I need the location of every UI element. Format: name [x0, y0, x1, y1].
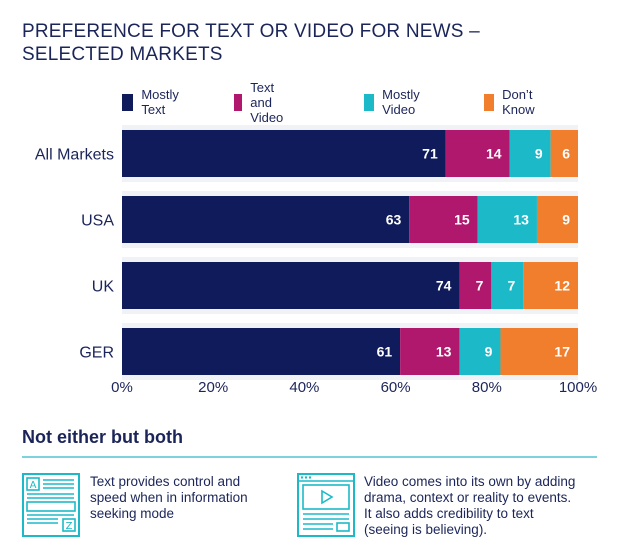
legend-label: Mostly Text	[141, 87, 179, 117]
x-tick-label: 100%	[559, 379, 597, 396]
svg-text:A: A	[30, 480, 37, 491]
legend-swatch	[234, 93, 243, 111]
bar-segment	[509, 130, 551, 177]
data-label: 71	[422, 146, 438, 162]
data-label: 63	[386, 212, 402, 228]
legend-item-mostly-video: Mostly Video	[364, 87, 427, 117]
stacked-bar-chart: All Markets 71 14 9 6 USA 63 15 13 9 UK 74 7 7 12 GER 61…	[35, 125, 597, 396]
text-note-line: speed when in information	[90, 490, 248, 505]
bar-segment	[400, 328, 460, 375]
video-note-line: Video comes into its own by adding	[364, 474, 576, 489]
text-note-line: Text provides control and	[90, 474, 241, 489]
bar-segment	[409, 196, 478, 243]
data-label: 7	[476, 278, 484, 294]
legend-label: Mostly Video	[382, 87, 420, 117]
bar-segment	[459, 328, 501, 375]
legend-item-dont-know: Don’t Know	[484, 87, 542, 117]
x-tick-label: 80%	[472, 379, 502, 396]
bar-segment	[122, 262, 460, 309]
bar-segment	[477, 196, 537, 243]
data-label: 6	[562, 146, 570, 162]
video-player-icon	[297, 473, 355, 537]
bar-segment	[445, 130, 510, 177]
legend-label: Don’t Know	[502, 87, 535, 117]
bar-segment	[500, 328, 578, 375]
legend-swatch	[364, 93, 375, 111]
category-label: GER	[79, 345, 114, 362]
x-tick-label: 40%	[289, 379, 319, 396]
data-label: 61	[377, 344, 393, 360]
x-tick-label: 0%	[111, 379, 133, 396]
data-label: 74	[436, 278, 452, 294]
category-label: All Markets	[35, 147, 114, 164]
legend-label: Text and Video	[250, 79, 284, 125]
data-label: 12	[554, 278, 570, 294]
category-label: UK	[92, 279, 115, 296]
bar-segment	[491, 262, 524, 309]
divider-line	[22, 456, 597, 458]
video-note: Video comes into its own by adding drama…	[364, 474, 575, 538]
data-label: 17	[554, 344, 570, 360]
text-note: Text provides control and speed when in …	[90, 474, 248, 522]
x-tick-label: 20%	[198, 379, 228, 396]
chart-title: PREFERENCE FOR TEXT OR VIDEO FOR NEWS – …	[22, 20, 582, 66]
bar-segment	[536, 196, 578, 243]
bar-segment	[523, 262, 578, 309]
bar-segment	[459, 262, 492, 309]
data-label: 9	[535, 146, 543, 162]
data-label: 7	[507, 278, 515, 294]
svg-text:Z: Z	[66, 521, 73, 532]
legend-item-mostly-text: Mostly Text	[122, 87, 185, 117]
text-note-line: seeking mode	[90, 506, 175, 521]
bar-segment	[122, 130, 446, 177]
bar-segment	[122, 196, 410, 243]
video-note-line: drama, context or reality to events.	[364, 490, 572, 505]
video-note-line: It also adds credibility to text	[364, 506, 534, 521]
data-label: 9	[562, 212, 570, 228]
legend-item-text-and-video: Text and Video	[234, 80, 292, 125]
bar-segment	[550, 130, 578, 177]
title-line-2: SELECTED MARKETS	[22, 44, 223, 65]
section-heading: Not either but both	[22, 427, 183, 447]
x-tick-label: 60%	[381, 379, 411, 396]
bar-segment	[122, 328, 401, 375]
video-note-line: (seeing is believing).	[364, 522, 488, 537]
legend-swatch	[484, 93, 495, 111]
category-label: USA	[81, 213, 114, 230]
data-label: 13	[513, 212, 529, 228]
data-label: 13	[436, 344, 452, 360]
text-document-icon: A Z	[22, 473, 80, 537]
data-label: 9	[485, 344, 493, 360]
data-label: 15	[454, 212, 470, 228]
data-label: 14	[486, 146, 502, 162]
title-line-1: PREFERENCE FOR TEXT OR VIDEO FOR NEWS –	[22, 21, 480, 42]
legend-swatch	[122, 93, 134, 111]
